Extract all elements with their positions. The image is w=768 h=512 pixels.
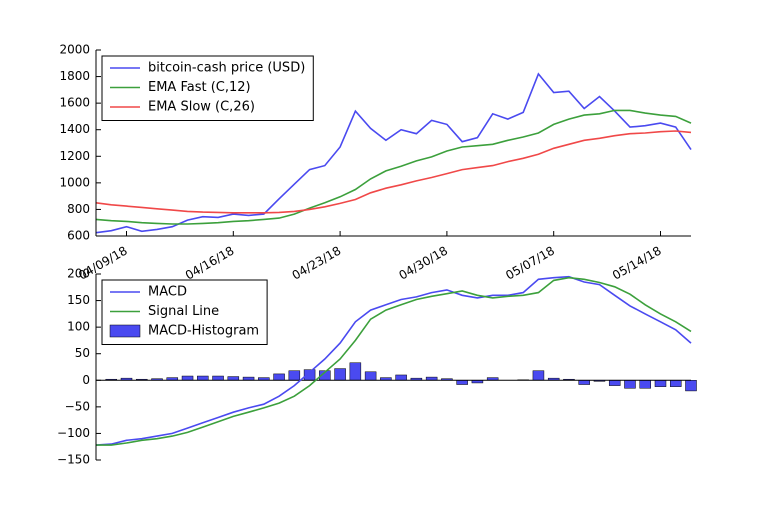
x-tick-label: 05/14/18 [610, 244, 664, 283]
series-line [95, 275, 692, 446]
legend: bitcoin-cash price (USD) EMA Fast (C,12) E… [101, 55, 314, 121]
x-tick-label: 04/16/18 [183, 244, 237, 283]
histogram-bar [364, 371, 377, 381]
legend-label: Signal Line [148, 304, 219, 319]
histogram-bar [349, 362, 362, 381]
histogram-bar [532, 370, 545, 381]
y-tick-label: 150 [67, 293, 90, 307]
histogram-bar [197, 375, 209, 381]
histogram-bar [639, 380, 651, 389]
histogram-bar [181, 375, 194, 381]
y-tick-label: −150 [57, 453, 90, 467]
histogram-bar [456, 380, 468, 385]
histogram-bar [578, 380, 590, 385]
legend: MACD Signal Line MACD-Histogram [101, 279, 268, 345]
y-tick-label: 1800 [59, 69, 90, 83]
x-tick-label: 05/07/18 [503, 244, 557, 283]
y-tick-label: 1400 [59, 122, 90, 136]
y-tick-label: 100 [67, 320, 90, 334]
series-line [95, 109, 692, 225]
histogram-bar [669, 380, 682, 387]
histogram-bar [212, 375, 224, 381]
histogram-bar [227, 376, 240, 381]
y-tick-label: 1200 [59, 149, 90, 163]
y-tick-label: 1600 [59, 96, 90, 110]
histogram-bar [685, 380, 697, 392]
y-tick-label: 200 [67, 267, 90, 281]
legend-swatch [109, 324, 141, 338]
histogram-bar [608, 380, 621, 386]
x-tick-label: 04/30/18 [396, 244, 450, 283]
legend-label: bitcoin-cash price (USD) [148, 61, 305, 76]
histogram-bar [273, 373, 285, 381]
legend-label: EMA Slow (C,26) [148, 100, 255, 115]
y-tick-label: 600 [67, 229, 90, 243]
histogram-bar [654, 380, 667, 387]
histogram-bar [624, 380, 636, 389]
series-line [95, 130, 692, 214]
x-tick-label: 04/23/18 [290, 244, 344, 283]
series-line [96, 276, 692, 446]
series-line [95, 72, 692, 234]
legend-label: EMA Fast (C,12) [148, 80, 251, 95]
y-tick-label: 2000 [59, 43, 90, 57]
histogram-bar [288, 370, 301, 381]
y-tick-label: −100 [57, 426, 90, 440]
histogram-bar [395, 374, 407, 381]
legend-label: MACD [148, 285, 187, 300]
histogram-bar [334, 368, 346, 381]
y-tick-label: −50 [65, 399, 90, 413]
y-tick-label: 800 [67, 202, 90, 216]
y-tick-label: 50 [75, 346, 90, 360]
y-tick-label: 0 [82, 373, 90, 387]
y-tick-label: 1000 [59, 175, 90, 189]
legend-label: MACD-Histogram [148, 324, 259, 339]
